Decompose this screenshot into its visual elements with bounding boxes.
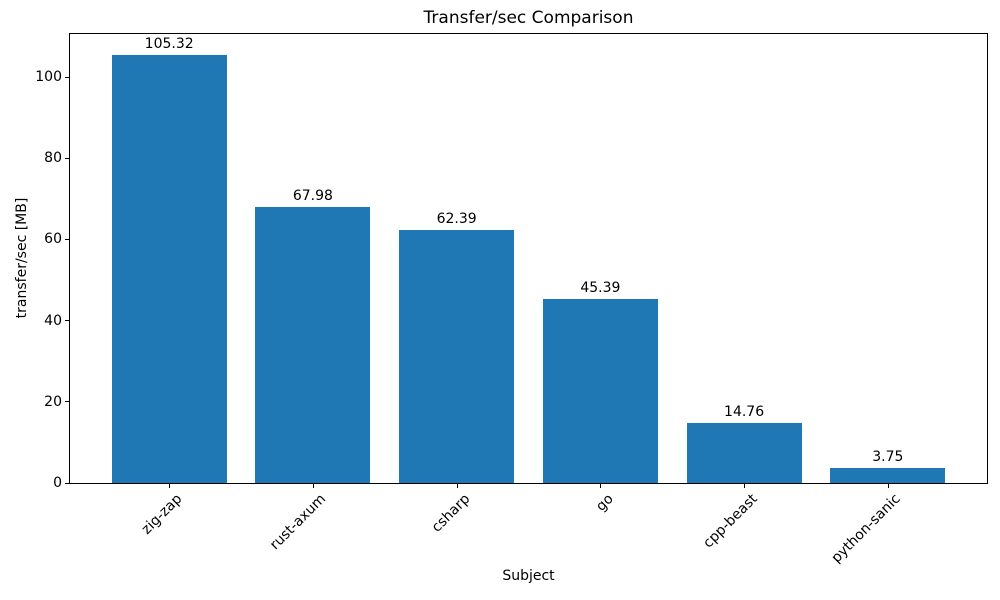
bar-value-label: 3.75 [872, 448, 904, 465]
x-tick-label: rust-axum [267, 491, 330, 554]
y-tick-label: 100 [35, 69, 62, 86]
x-axis-label: Subject [502, 568, 555, 584]
x-tick [312, 484, 314, 488]
y-tick-label: 0 [53, 475, 62, 491]
x-tick [744, 484, 746, 488]
bar [111, 55, 227, 483]
bar-value-label: 105.32 [144, 36, 194, 53]
x-tick-label: go [593, 491, 617, 515]
x-tick [600, 484, 602, 488]
bar [399, 229, 515, 483]
x-tick [169, 484, 171, 488]
bar [255, 207, 371, 483]
bar-value-label: 45.39 [580, 279, 621, 296]
y-tick-label: 80 [44, 150, 62, 167]
bar [830, 467, 946, 483]
y-tick-label: 20 [44, 393, 62, 410]
y-tick [65, 320, 69, 322]
y-tick [65, 482, 69, 484]
bar-value-label: 14.76 [724, 404, 765, 421]
y-tick [65, 238, 69, 240]
y-tick-label: 40 [44, 312, 62, 329]
bar [686, 423, 802, 483]
x-tick-label: zig-zap [138, 491, 186, 538]
plot-area [69, 33, 988, 484]
x-tick-label: csharp [428, 491, 473, 536]
bar [542, 298, 658, 483]
x-tick-label: python-sanic [828, 491, 905, 567]
bar-value-label: 62.39 [436, 210, 477, 227]
x-tick [887, 484, 889, 488]
x-tick-label: cpp-beast [700, 491, 761, 552]
y-tick [65, 401, 69, 403]
x-tick [456, 484, 458, 488]
bar-value-label: 67.98 [292, 188, 333, 205]
y-tick [65, 76, 69, 78]
y-tick [65, 157, 69, 159]
y-tick-label: 60 [44, 231, 62, 248]
chart-title: Transfer/sec Comparison [423, 8, 634, 28]
y-axis-label: transfer/sec [MB] [14, 197, 30, 319]
